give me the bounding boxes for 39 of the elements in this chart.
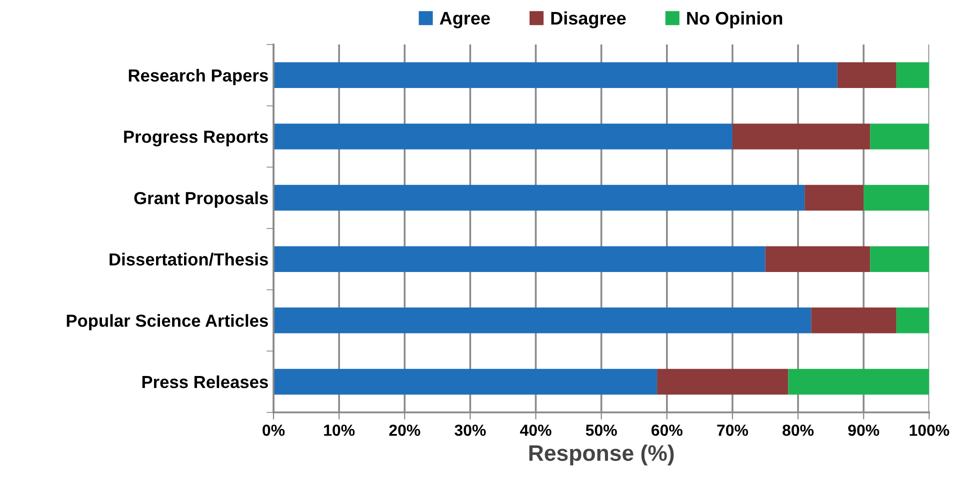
y-tick-label: Dissertation/Thesis — [110, 252, 268, 266]
bar — [274, 184, 805, 211]
bar — [870, 124, 930, 150]
bar — [657, 368, 788, 395]
bar — [788, 368, 930, 395]
bar — [837, 62, 896, 88]
x-tick-label: 20% — [389, 424, 420, 436]
y-tick-label: Research Papers — [128, 68, 268, 86]
x-tick-label: 50% — [586, 424, 617, 436]
bar — [804, 184, 864, 211]
bar — [896, 62, 930, 88]
bar — [864, 184, 930, 211]
bar — [732, 124, 870, 150]
bar — [274, 308, 812, 334]
x-tick-label: 30% — [454, 424, 486, 436]
bar — [274, 62, 838, 88]
x-tick-label: 40% — [520, 424, 552, 436]
bar — [274, 246, 766, 272]
x-tick-label: 80% — [782, 424, 814, 436]
x-tick-label: 0% — [262, 424, 285, 436]
legend-label: Agree — [440, 12, 490, 28]
y-tick-label: Press Releases — [142, 375, 268, 388]
bar — [274, 124, 732, 150]
y-tick-label: Progress Reports — [124, 130, 268, 146]
bar — [765, 246, 870, 272]
bar — [811, 308, 896, 334]
x-tick-label: 90% — [848, 424, 880, 436]
bar — [896, 308, 930, 334]
bar — [870, 246, 930, 272]
bar — [274, 368, 658, 395]
y-tick-label: Popular Science Articles — [66, 314, 268, 330]
legend-label: No Opinion — [687, 11, 782, 28]
x-tick-label: 10% — [324, 424, 355, 436]
legend-label: Disagree — [551, 11, 626, 28]
x-tick-label: 70% — [717, 424, 748, 436]
x-axis-title: Response (%) — [529, 444, 674, 466]
x-tick-label: 60% — [652, 424, 682, 436]
y-tick-label: Grant Proposals — [134, 192, 268, 208]
x-tick-label: 100% — [910, 424, 950, 436]
